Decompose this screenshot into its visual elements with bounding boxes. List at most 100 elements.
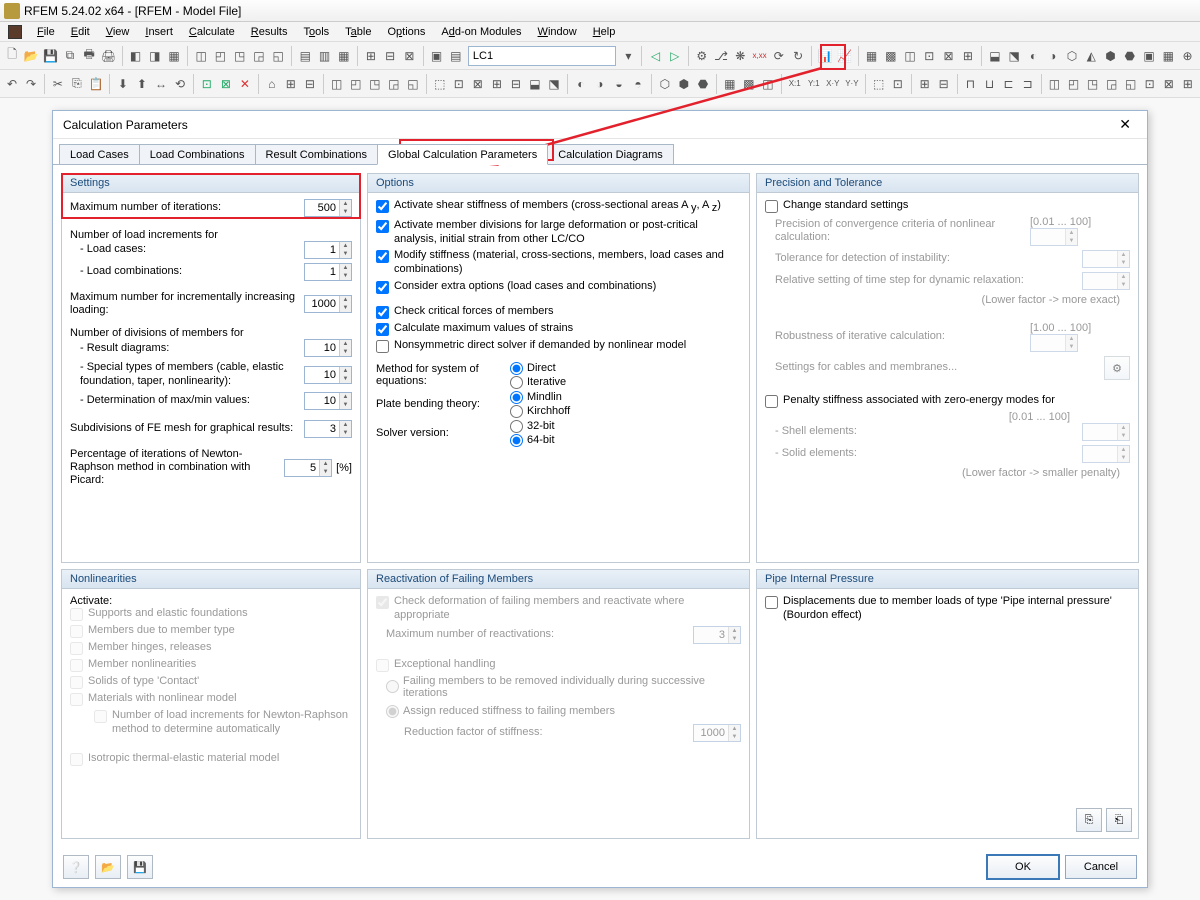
menu-edit[interactable]: Edit [64,24,97,40]
menu-file[interactable]: File [30,24,62,40]
t2-23[interactable]: ⊠ [469,73,487,95]
tb-b16[interactable]: ▤ [447,45,465,67]
ok-button[interactable]: OK [987,855,1059,879]
menu-options[interactable]: Options [380,24,432,40]
tb-e8[interactable]: ⬣ [1121,45,1139,67]
tb-e7[interactable]: ⬢ [1101,45,1119,67]
chk-crit[interactable] [376,306,389,319]
max-incr-spinner[interactable]: ▲▼ [304,295,352,313]
menu-results[interactable]: Results [244,24,295,40]
t2-36[interactable]: ▩ [740,73,758,95]
sp-spinner[interactable]: ▲▼ [304,366,352,384]
t2-14[interactable]: ⊞ [282,73,300,95]
t2-16[interactable]: ◫ [328,73,346,95]
tb-b2[interactable]: ◨ [146,45,164,67]
t2-56[interactable]: ⊠ [1160,73,1178,95]
t2-44[interactable]: ⊞ [916,73,934,95]
t2-7[interactable]: ⬆ [133,73,151,95]
chk-shear[interactable] [376,200,389,213]
t2-37[interactable]: ◫ [759,73,777,95]
pic-spinner[interactable]: ▲▼ [284,459,332,477]
pipe-btn2[interactable]: ⎗ [1106,808,1132,832]
t2-5[interactable]: 📋 [87,73,105,95]
tb-open[interactable]: 📂 [22,45,40,67]
tb-b11[interactable]: ▦ [335,45,353,67]
tb-new[interactable]: 🗋 [3,45,21,67]
t2-52[interactable]: ◳ [1084,73,1102,95]
help-button[interactable]: ❔ [63,855,89,879]
t2-17[interactable]: ◰ [347,73,365,95]
chk-pipe[interactable] [765,596,778,609]
tab-calc-diagrams[interactable]: Calculation Diagrams [547,144,674,164]
t2-27[interactable]: ⬔ [545,73,563,95]
mm-spinner[interactable]: ▲▼ [304,392,352,410]
t2-50[interactable]: ◫ [1045,73,1063,95]
tb-print[interactable]: 🖶 [80,45,98,67]
t2-42[interactable]: ⬚ [870,73,888,95]
tb-e11[interactable]: ⊕ [1178,45,1196,67]
t2-46[interactable]: ⊓ [961,73,979,95]
tb-printprev[interactable]: 🖨 [99,45,117,67]
t2-45[interactable]: ⊟ [935,73,953,95]
tb-e2[interactable]: ⬔ [1005,45,1023,67]
radio-iterative[interactable] [510,376,523,389]
t2-34[interactable]: ⬣ [694,73,712,95]
t2-22[interactable]: ⊡ [450,73,468,95]
tb-d2[interactable]: ▩ [882,45,900,67]
t2-24[interactable]: ⊞ [488,73,506,95]
menu-addon[interactable]: Add-on Modules [434,24,528,40]
tb-b14[interactable]: ⊠ [400,45,418,67]
t2-19[interactable]: ◲ [385,73,403,95]
tb-d5[interactable]: ⊠ [939,45,957,67]
t2-53[interactable]: ◲ [1103,73,1121,95]
lc-combo[interactable]: LC1 [468,46,616,66]
tb-c4[interactable]: x,xx [750,45,768,67]
t2-54[interactable]: ◱ [1122,73,1140,95]
radio-32bit[interactable] [510,420,523,433]
t2-10[interactable]: ⊡ [198,73,216,95]
t2-49[interactable]: ⊐ [1019,73,1037,95]
tb-e5[interactable]: ⬡ [1063,45,1081,67]
t2-4[interactable]: ⎘ [68,73,86,95]
t2-31[interactable]: ◓ [629,73,647,95]
close-button[interactable]: ✕ [1113,114,1137,135]
tab-result-combinations[interactable]: Result Combinations [255,144,379,164]
tb-b13[interactable]: ⊟ [381,45,399,67]
tb-e4[interactable]: ◑ [1044,45,1062,67]
t2-13[interactable]: ⌂ [263,73,281,95]
chk-penalty[interactable] [765,395,778,408]
t2-33[interactable]: ⬢ [675,73,693,95]
radio-mindlin[interactable] [510,391,523,404]
t2-32[interactable]: ⬡ [656,73,674,95]
menu-view[interactable]: View [99,24,137,40]
tb-dropdown[interactable]: ▾ [619,45,637,67]
tb-e9[interactable]: ▣ [1140,45,1158,67]
tb-e3[interactable]: ◐ [1024,45,1042,67]
t2-43[interactable]: ⊡ [889,73,907,95]
tb-c1[interactable]: ⚙ [693,45,711,67]
tab-global-calc-params[interactable]: Global Calculation Parameters [377,144,548,165]
radio-64bit[interactable] [510,434,523,447]
chk-change-std[interactable] [765,200,778,213]
tb-d6[interactable]: ⊞ [959,45,977,67]
rd-spinner[interactable]: ▲▼ [304,339,352,357]
t2-20[interactable]: ◱ [404,73,422,95]
t2-55[interactable]: ⊡ [1141,73,1159,95]
sub-spinner[interactable]: ▲▼ [304,420,352,438]
tb-b7[interactable]: ◲ [250,45,268,67]
tb-d4[interactable]: ⊡ [920,45,938,67]
tb-e10[interactable]: ▦ [1159,45,1177,67]
tb-b12[interactable]: ⊞ [362,45,380,67]
t2-11[interactable]: ⊠ [217,73,235,95]
tb-c8[interactable]: 📈 [835,45,853,67]
lc-spinner[interactable]: ▲▼ [304,241,352,259]
pipe-btn1[interactable]: ⎘ [1076,808,1102,832]
t2-21[interactable]: ⬚ [431,73,449,95]
tb-saveall[interactable]: ⧉ [61,45,79,67]
cancel-button[interactable]: Cancel [1065,855,1137,879]
t2-40[interactable]: X·Y [824,73,842,95]
tb-c6[interactable]: ↻ [789,45,807,67]
tb-d3[interactable]: ◫ [901,45,919,67]
tb-b1[interactable]: ◧ [126,45,144,67]
t2-3[interactable]: ✂ [49,73,67,95]
